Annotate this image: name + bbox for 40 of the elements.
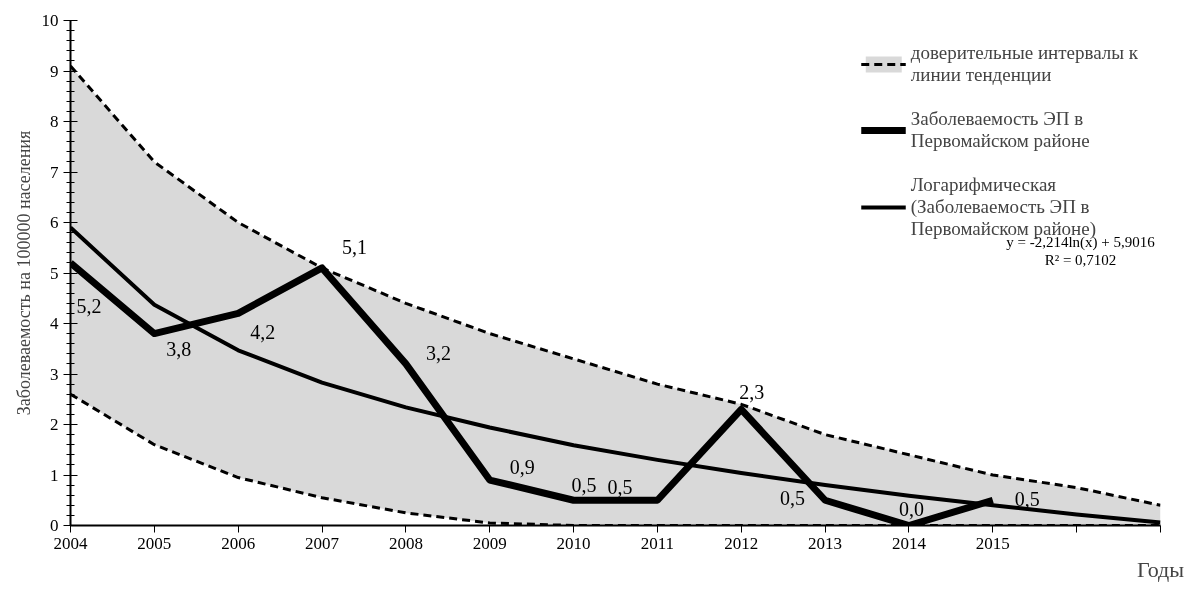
x-tick-label: 2015 [975, 533, 1010, 553]
data-label: 0,5 [780, 487, 806, 510]
x-tick-label: 2007 [305, 533, 340, 553]
legend-label: доверительные интервалы к линии тенденции [910, 42, 1138, 86]
y-tick-label: 5 [50, 263, 59, 283]
data-label: 3,8 [166, 337, 192, 360]
y-tick-label: 9 [50, 61, 59, 81]
data-label: 0,9 [509, 456, 535, 479]
y-tick-label: 6 [50, 213, 59, 232]
y-tick-label: 10 [41, 11, 59, 30]
data-label: 2,3 [739, 381, 765, 404]
x-tick-label: 2012 [724, 533, 759, 553]
x-tick-label: 2008 [388, 533, 423, 553]
y-tick-label: 4 [50, 314, 59, 333]
data-label: 4,2 [250, 321, 276, 344]
x-axis-title: Годы [1136, 556, 1185, 582]
y-tick-label: 2 [50, 415, 59, 434]
y-tick-label: 7 [50, 162, 59, 182]
data-label: 0,5 [607, 476, 633, 499]
data-label: 5,1 [342, 235, 368, 258]
data-label: 3,2 [425, 341, 451, 364]
y-tick-label: 1 [50, 465, 59, 485]
data-label: 0,5 [1014, 488, 1040, 511]
data-label: 0,0 [898, 497, 924, 520]
x-tick-label: 2013 [808, 533, 843, 553]
x-tick-label: 2010 [556, 533, 591, 553]
data-label: 0,5 [571, 474, 597, 497]
x-tick-label: 2006 [221, 533, 256, 553]
x-tick-label: 2014 [891, 533, 927, 553]
y-axis-title: Заболеваемость на 100000 населения [13, 130, 34, 416]
data-label: 5,2 [76, 294, 102, 317]
y-tick-label: 0 [50, 516, 59, 535]
legend-label: Заболеваемость ЭП в Первомайском районе [910, 108, 1090, 152]
y-tick-label: 3 [50, 364, 59, 384]
annotation: R² = 0,7102 [1044, 251, 1117, 268]
x-tick-label: 2009 [472, 533, 507, 553]
x-tick-label: 2005 [137, 533, 172, 553]
x-tick-label: 2011 [640, 533, 675, 553]
x-tick-label: 2004 [53, 533, 88, 553]
y-tick-label: 8 [50, 112, 59, 131]
